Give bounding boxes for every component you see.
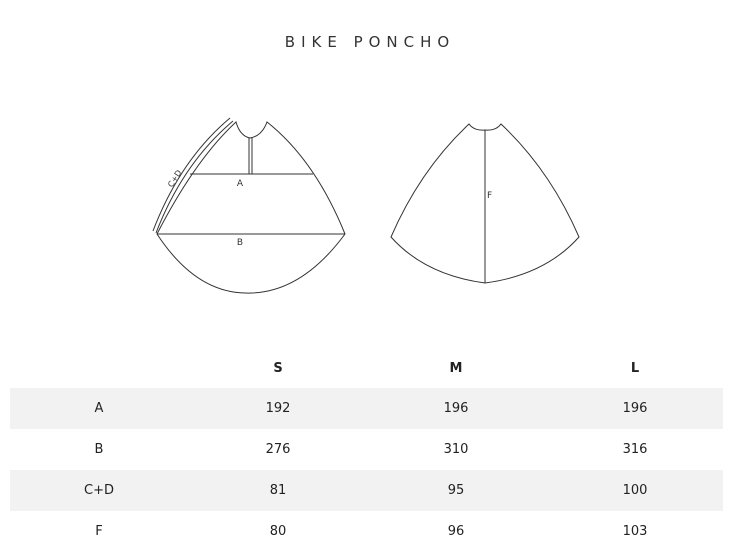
cell-m: 196 — [443, 401, 469, 416]
cell-s: 192 — [265, 401, 291, 416]
page-title: BIKE PONCHO — [284, 33, 456, 51]
header-l: L — [630, 360, 640, 376]
back-view: F — [390, 123, 580, 284]
row-label: B — [94, 442, 104, 457]
label-cd: C+D — [166, 168, 183, 188]
measure-cd-line — [152, 117, 234, 234]
poncho-diagram: A B C+D F — [152, 117, 580, 294]
row-label: F — [95, 524, 103, 539]
cell-m: 310 — [443, 442, 469, 457]
cell-l: 196 — [622, 401, 648, 416]
cell-s: 80 — [269, 524, 287, 539]
row-label: C+D — [84, 483, 114, 498]
table-row: B 276 310 316 — [10, 429, 723, 470]
cell-m: 95 — [447, 483, 465, 498]
cell-m: 96 — [447, 524, 465, 539]
size-table: S M L A 192 196 196 B 276 310 316 C+D 81… — [10, 348, 723, 552]
label-f: F — [487, 191, 492, 201]
row-label: A — [94, 401, 104, 416]
cell-s: 276 — [265, 442, 291, 457]
table-row: A 192 196 196 — [10, 388, 723, 429]
front-outline — [156, 121, 346, 294]
header-m: M — [449, 360, 463, 376]
label-b: B — [237, 238, 243, 248]
back-outline — [390, 123, 580, 284]
cell-l: 316 — [622, 442, 648, 457]
cell-l: 100 — [622, 483, 648, 498]
header-s: S — [273, 360, 283, 376]
front-view: A B C+D — [152, 117, 346, 294]
cell-s: 81 — [269, 483, 287, 498]
front-slit — [248, 138, 253, 174]
label-a: A — [237, 179, 244, 189]
cell-l: 103 — [622, 524, 648, 539]
table-row: F 80 96 103 — [10, 511, 723, 552]
table-header: S M L — [10, 348, 723, 388]
table-row: C+D 81 95 100 — [10, 470, 723, 511]
